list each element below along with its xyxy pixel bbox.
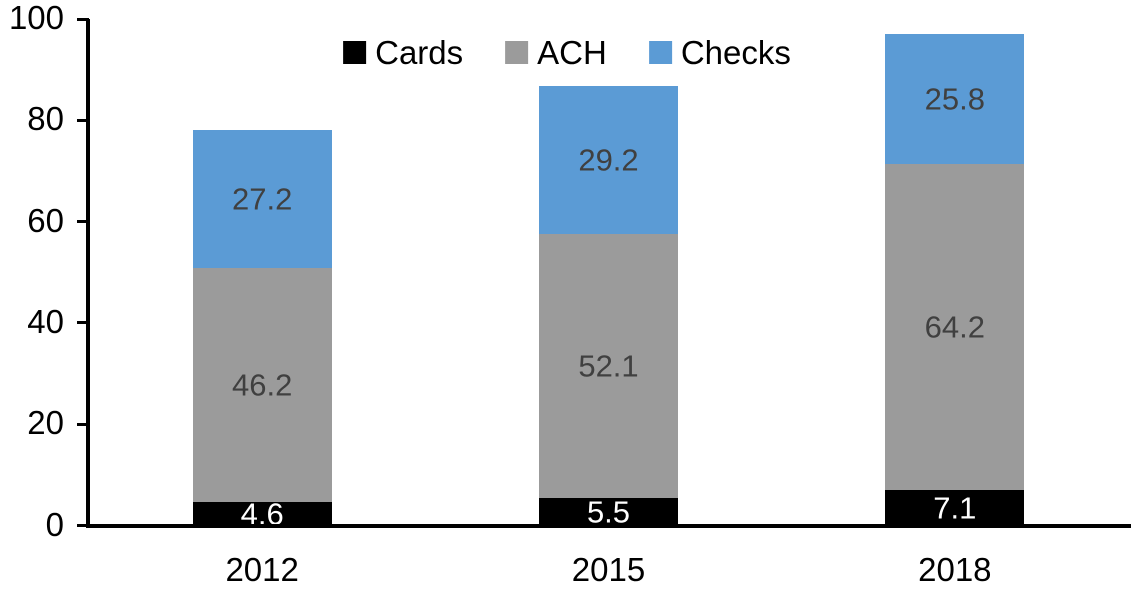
y-tick-mark [77,524,89,527]
bar-value-label-ach-2018: 64.2 [924,309,985,345]
x-axis-label-2012: 2012 [225,551,299,588]
bar-value-label-ach-2012: 46.2 [231,367,293,403]
y-tick-mark [77,321,89,325]
legend-label: Checks [680,34,791,71]
legend-swatch-ach-icon [505,41,529,64]
y-tick-mark [77,118,89,122]
legend-label: ACH [537,34,607,71]
y-tick-mark [77,17,89,21]
bar-segment-checks-2012 [192,130,332,269]
bar-segment-ach-2012 [192,268,332,503]
bar-segment-checks-2018 [885,33,1025,165]
bar-value-label-checks-2012: 27.2 [231,181,293,217]
y-tick-label: 40 [27,303,64,341]
chart-legend: Cards ACH Checks [343,36,791,69]
bar-value-label-checks-2018: 25.8 [924,81,985,117]
legend-label: Cards [375,34,464,71]
bar-segment-cards-2012 [192,502,332,526]
bar-segment-cards-2015 [539,497,678,526]
y-tick-label: 80 [27,100,64,138]
y-tick-mark [77,220,89,224]
y-tick-label: 100 [8,0,64,37]
y-axis-line [86,19,90,528]
x-axis-label-2018: 2018 [918,551,992,588]
legend-item-ach: ACH [505,36,607,69]
bar-value-label-cards-2018: 7.1 [933,490,977,526]
legend-swatch-cards-icon [343,41,367,64]
y-tick-label: 60 [27,201,64,239]
bar-segment-ach-2015 [539,233,678,498]
x-axis-label-2015: 2015 [571,551,646,588]
y-tick-mark [77,422,89,426]
legend-item-checks: Checks [648,34,791,71]
legend-swatch-checks-icon [648,41,672,64]
x-axis-line [86,524,1131,528]
y-tick-label: 20 [27,404,64,442]
bar-segment-checks-2015 [539,85,678,234]
bar-segment-cards-2018 [885,489,1025,526]
legend-item-cards: Cards [343,36,463,69]
bar-value-label-ach-2015: 52.1 [578,348,639,384]
y-tick-label: 0 [45,505,64,543]
bar-value-label-cards-2015: 5.5 [586,494,631,530]
bar-value-label-checks-2015: 29.2 [578,142,639,178]
bar-segment-ach-2018 [885,164,1025,490]
